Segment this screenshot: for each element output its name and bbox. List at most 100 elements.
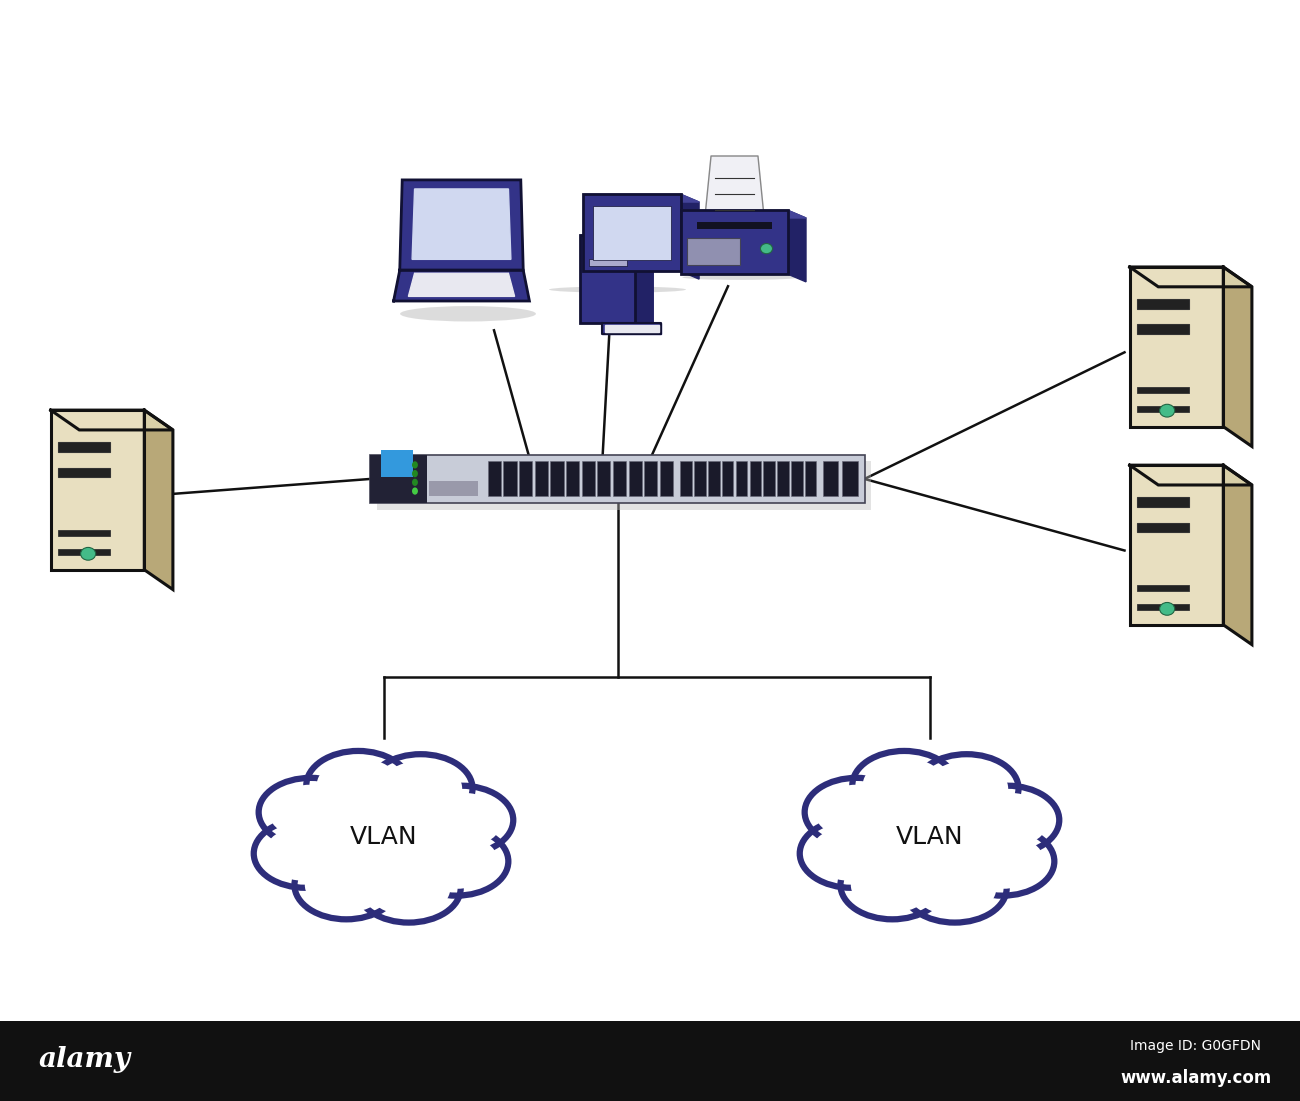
FancyBboxPatch shape	[750, 461, 760, 497]
FancyBboxPatch shape	[1138, 406, 1188, 412]
Ellipse shape	[264, 826, 347, 881]
Text: VLAN: VLAN	[350, 825, 417, 849]
Polygon shape	[602, 324, 662, 334]
Ellipse shape	[412, 470, 417, 477]
Polygon shape	[51, 410, 173, 429]
Ellipse shape	[903, 854, 1006, 923]
Polygon shape	[580, 235, 653, 242]
FancyBboxPatch shape	[708, 461, 720, 497]
Ellipse shape	[317, 757, 399, 813]
FancyBboxPatch shape	[51, 410, 144, 570]
FancyBboxPatch shape	[550, 461, 564, 497]
Polygon shape	[1223, 266, 1252, 447]
Ellipse shape	[380, 761, 463, 816]
Ellipse shape	[294, 851, 398, 919]
FancyBboxPatch shape	[694, 461, 706, 497]
Ellipse shape	[950, 827, 1054, 895]
Ellipse shape	[800, 819, 904, 887]
FancyBboxPatch shape	[488, 461, 500, 497]
Ellipse shape	[914, 861, 996, 916]
FancyBboxPatch shape	[597, 461, 611, 497]
FancyBboxPatch shape	[1138, 386, 1188, 393]
Ellipse shape	[358, 854, 460, 923]
FancyBboxPatch shape	[614, 461, 627, 497]
Ellipse shape	[410, 786, 514, 854]
Ellipse shape	[926, 761, 1009, 816]
FancyBboxPatch shape	[581, 461, 595, 497]
Ellipse shape	[682, 275, 800, 280]
Polygon shape	[681, 194, 699, 280]
FancyBboxPatch shape	[566, 461, 580, 497]
FancyBboxPatch shape	[629, 461, 642, 497]
Ellipse shape	[400, 306, 536, 321]
Ellipse shape	[1135, 415, 1247, 427]
Ellipse shape	[845, 781, 1014, 893]
FancyBboxPatch shape	[593, 206, 671, 260]
Ellipse shape	[404, 827, 508, 895]
Ellipse shape	[810, 826, 893, 881]
Polygon shape	[412, 189, 511, 260]
Ellipse shape	[259, 778, 363, 847]
FancyBboxPatch shape	[1138, 298, 1188, 308]
Ellipse shape	[956, 786, 1060, 854]
FancyBboxPatch shape	[790, 461, 802, 497]
Ellipse shape	[863, 757, 945, 813]
FancyBboxPatch shape	[777, 461, 789, 497]
Text: www.alamy.com: www.alamy.com	[1121, 1069, 1271, 1088]
Ellipse shape	[961, 833, 1044, 889]
Text: Image ID: G0GFDN: Image ID: G0GFDN	[1131, 1039, 1261, 1054]
Ellipse shape	[299, 781, 468, 893]
FancyBboxPatch shape	[736, 461, 748, 497]
FancyBboxPatch shape	[58, 530, 109, 536]
Ellipse shape	[420, 793, 503, 848]
FancyBboxPatch shape	[1138, 585, 1188, 591]
FancyBboxPatch shape	[763, 461, 775, 497]
FancyBboxPatch shape	[686, 238, 740, 264]
Circle shape	[1160, 404, 1175, 417]
FancyBboxPatch shape	[1130, 465, 1223, 625]
FancyBboxPatch shape	[823, 461, 838, 497]
FancyBboxPatch shape	[681, 210, 788, 274]
FancyBboxPatch shape	[503, 461, 516, 497]
Ellipse shape	[412, 461, 417, 469]
Polygon shape	[604, 326, 659, 331]
FancyBboxPatch shape	[1138, 325, 1188, 334]
Ellipse shape	[850, 858, 933, 913]
Ellipse shape	[254, 819, 358, 887]
FancyBboxPatch shape	[589, 259, 627, 265]
Ellipse shape	[415, 833, 498, 889]
Polygon shape	[634, 235, 653, 330]
FancyBboxPatch shape	[58, 442, 109, 451]
Ellipse shape	[412, 488, 417, 494]
Ellipse shape	[304, 858, 387, 913]
Ellipse shape	[295, 778, 472, 895]
Ellipse shape	[841, 778, 1018, 895]
FancyBboxPatch shape	[58, 549, 109, 555]
FancyBboxPatch shape	[1130, 266, 1223, 426]
Polygon shape	[788, 210, 806, 282]
FancyBboxPatch shape	[381, 450, 413, 477]
FancyBboxPatch shape	[805, 461, 816, 497]
Polygon shape	[394, 270, 529, 301]
FancyBboxPatch shape	[580, 236, 634, 324]
Text: VLAN: VLAN	[896, 825, 963, 849]
Ellipse shape	[307, 751, 410, 819]
Ellipse shape	[853, 751, 956, 819]
FancyBboxPatch shape	[697, 221, 772, 229]
Ellipse shape	[966, 793, 1049, 848]
FancyBboxPatch shape	[722, 461, 733, 497]
Ellipse shape	[815, 785, 898, 840]
Polygon shape	[681, 210, 806, 218]
Ellipse shape	[412, 479, 417, 486]
FancyBboxPatch shape	[58, 468, 109, 477]
Ellipse shape	[840, 851, 944, 919]
Text: alamy: alamy	[39, 1046, 130, 1072]
Circle shape	[1160, 602, 1175, 615]
Ellipse shape	[1135, 613, 1247, 625]
FancyBboxPatch shape	[660, 461, 673, 497]
FancyBboxPatch shape	[377, 461, 871, 510]
Ellipse shape	[369, 754, 473, 822]
Polygon shape	[400, 179, 523, 270]
FancyBboxPatch shape	[584, 195, 681, 272]
FancyBboxPatch shape	[0, 1021, 1300, 1101]
